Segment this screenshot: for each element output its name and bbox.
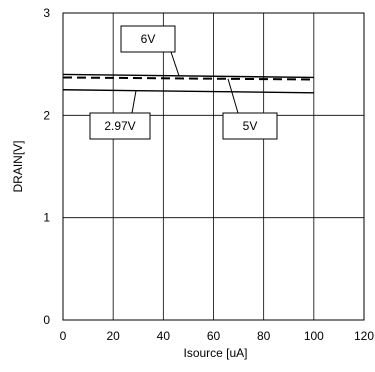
series-lines [62, 73, 314, 94]
y-tick-label: 0 [43, 313, 50, 327]
callout-leader [227, 78, 239, 114]
callout-leader [170, 51, 180, 76]
callout-box [120, 25, 176, 53]
grid [63, 13, 364, 320]
series-line-5v [62, 76, 314, 81]
x-tick-label: 80 [257, 329, 271, 343]
y-tick-label: 3 [43, 6, 50, 20]
x-tick-label: 100 [304, 329, 324, 343]
x-tick-label: 60 [207, 329, 221, 343]
callouts: 6V 2.97V 5V [89, 25, 278, 140]
plot-area-frame [62, 12, 365, 321]
series-line-2-97v [62, 89, 314, 94]
callout-box [222, 112, 278, 140]
y-tick-label: 2 [43, 108, 50, 122]
y-axis-title: DRAIN[V] [11, 140, 25, 192]
callout-label: 5V [243, 119, 258, 133]
x-tick-label: 0 [60, 329, 67, 343]
x-tick-label: 40 [157, 329, 171, 343]
callout-label: 6V [141, 32, 156, 46]
x-tick-label: 20 [106, 329, 120, 343]
y-tick-label: 1 [43, 211, 50, 225]
callout-label: 2.97V [104, 119, 135, 133]
callout-box [89, 112, 151, 140]
series-line-6v [62, 73, 314, 79]
tick-labels: 0 20 40 60 80 100 120 0 1 2 3 [43, 6, 374, 343]
callout-leader [131, 90, 137, 114]
x-axis-title: Isource [uA] [183, 346, 247, 360]
x-tick-label: 120 [354, 329, 374, 343]
